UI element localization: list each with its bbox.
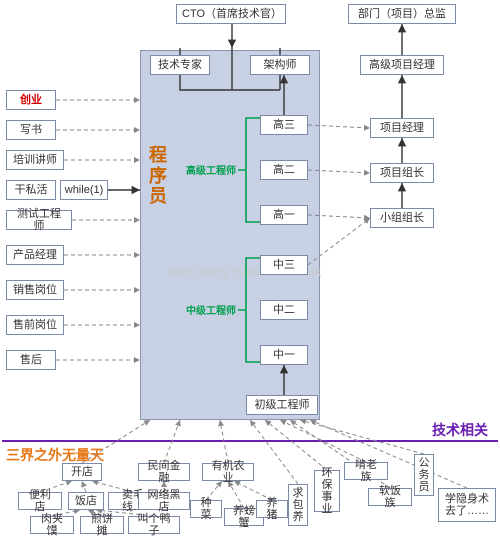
purple-divider [2,440,498,442]
node-cto: CTO（首席技术官） [176,4,286,24]
node-jianbing: 煎饼摊 [80,516,124,534]
node-folk_finance: 民间金融 [138,463,190,481]
tech-related-label: 技术相关 [432,420,488,440]
node-startup: 创业 [6,90,56,110]
node-proj_lead: 项目组长 [370,163,434,183]
node-roujiamo: 肉夹馍 [30,516,74,534]
node-conv_store: 便利店 [18,492,62,510]
node-senior3: 高三 [260,115,308,135]
node-organic: 有机农业 [202,463,254,481]
node-open_shop: 开店 [62,463,102,481]
node-restaurant: 饭店 [68,492,104,510]
node-presales: 售前岗位 [6,315,64,335]
programmer-vertical-label: 程序员 [148,145,168,207]
node-mid1: 中一 [260,345,308,365]
senior-engineer-label: 高级工程师 [186,162,236,177]
node-senior2: 高二 [260,160,308,180]
node-soft_rice: 软饭族 [368,488,412,506]
node-while1: while(1) [60,180,108,200]
node-write_book: 写书 [6,120,56,140]
node-civil: 公务员 [414,454,434,496]
node-sr_pm: 高级项目经理 [360,55,444,75]
node-sales: 销售岗位 [6,280,64,300]
node-env: 环保事业 [314,470,340,512]
node-net_blackshop: 网络黑店 [138,492,190,510]
node-neet: 啃老族 [344,462,388,480]
node-team_lead: 小组组长 [370,208,434,228]
node-mid3: 中三 [260,255,308,275]
node-aftersales: 售后 [6,350,56,370]
node-grow_veg: 种菜 [190,500,222,518]
node-architect: 架构师 [250,55,310,75]
node-mid2: 中二 [260,300,308,320]
mid-engineer-label: 中级工程师 [186,302,236,317]
node-trainer: 培训讲师 [6,150,64,170]
node-pm: 产品经理 [6,245,64,265]
node-stealth: 学隐身术去了…… [438,488,496,522]
node-duck: 叫个鸭子 [128,516,180,534]
node-dept_director: 部门（项目）总监 [348,4,456,24]
node-tech_expert: 技术专家 [150,55,210,75]
node-beg: 求包养 [288,484,308,526]
node-senior1: 高一 [260,205,308,225]
node-freelance: 干私活 [6,180,56,200]
node-test_eng: 测试工程师 [6,210,72,230]
node-junior: 初级工程师 [246,395,318,415]
outside-three-realms-label: 三界之外无量天 [6,445,104,465]
node-proj_mgr: 项目经理 [370,118,434,138]
node-pig: 养猪 [256,500,288,518]
